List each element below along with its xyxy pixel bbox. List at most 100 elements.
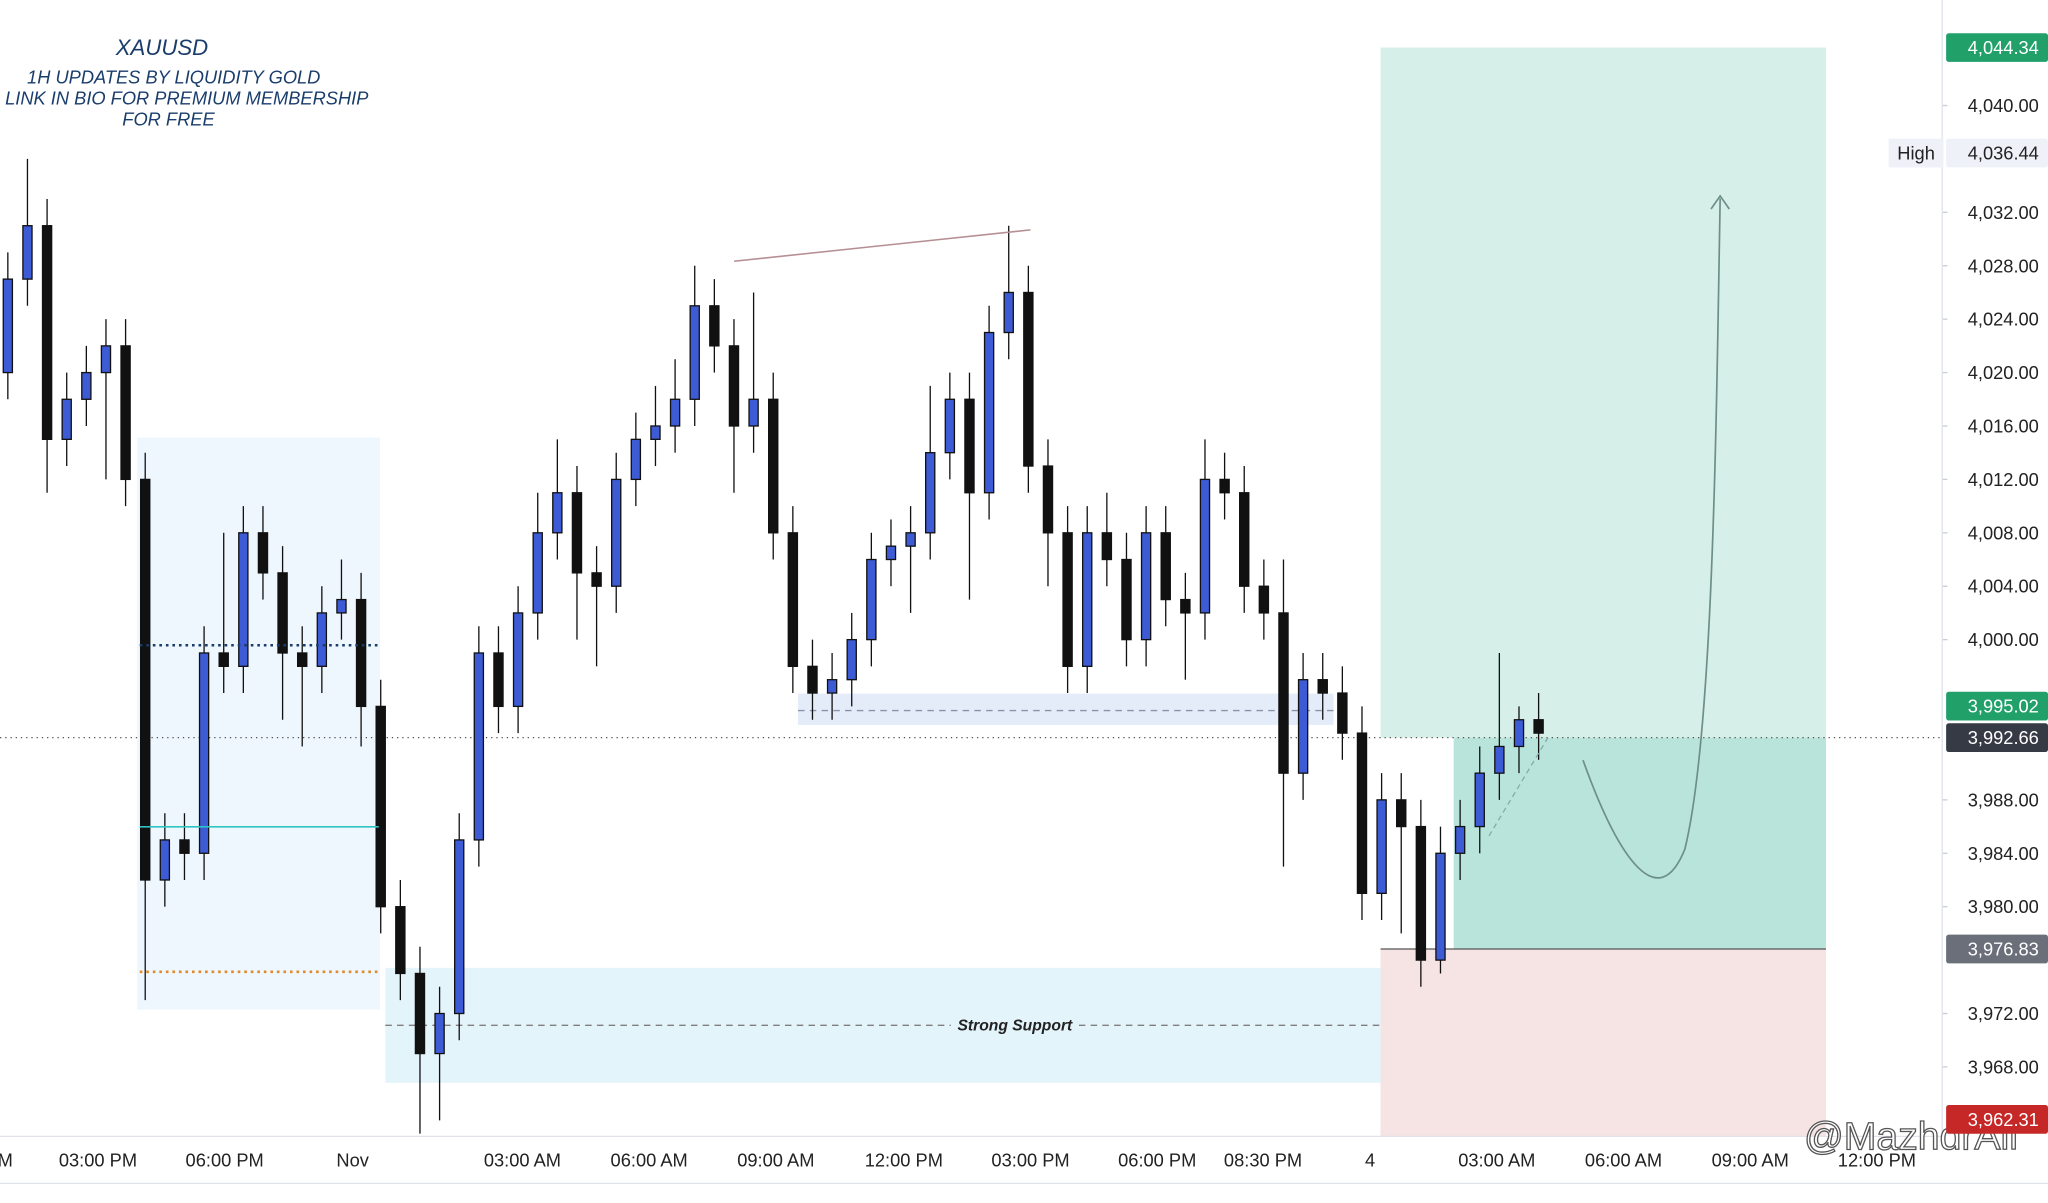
volume-profile-zone	[137, 437, 381, 1010]
candle-body	[1376, 799, 1387, 894]
subtitle: 1H UPDATES BY LIQUIDITY GOLD	[27, 67, 320, 88]
candle-body	[198, 652, 210, 854]
target-zone	[1380, 47, 1826, 738]
candle-body	[787, 532, 799, 667]
subtitle: LINK IN BIO FOR PREMIUM MEMBERSHIP	[5, 88, 369, 109]
candle-body	[81, 371, 92, 400]
candle-body	[1356, 732, 1368, 894]
x-tick-label: 06:00 PM	[186, 1149, 264, 1170]
candle-body	[1042, 465, 1054, 534]
candle-body	[689, 305, 700, 400]
price-tag-name: High	[1897, 143, 1935, 164]
candle-body	[414, 972, 426, 1055]
y-tick-label: 3,980.00	[1968, 896, 2039, 917]
x-tick-label: 03:00 AM	[484, 1149, 561, 1170]
arrow-head	[1710, 194, 1731, 210]
candle-body	[139, 478, 151, 881]
price-tag-label: 3,995.02	[1968, 696, 2039, 717]
candle-body	[1474, 772, 1485, 828]
price-tag-name-bg	[1888, 138, 1944, 168]
candle-body	[826, 679, 838, 694]
candle-body	[1513, 719, 1525, 748]
candle-body	[1062, 532, 1073, 667]
x-tick-label: Nov	[336, 1149, 369, 1170]
candle-body	[630, 438, 642, 481]
candle-body	[1533, 719, 1544, 734]
candle-body	[885, 545, 897, 561]
price-tag	[1946, 934, 2048, 964]
candle-body	[1219, 478, 1230, 494]
candle-body	[1003, 291, 1014, 334]
position	[1380, 47, 1826, 1137]
candle-body	[768, 398, 779, 534]
candle-body	[905, 532, 916, 547]
x-tick-label: 09:00 AM	[737, 1149, 814, 1170]
title: XAUUSD	[115, 35, 208, 60]
projection-arrow	[1582, 198, 1722, 879]
candle-body	[1101, 532, 1113, 561]
price-tag	[1946, 723, 2048, 753]
candle-body	[1494, 745, 1505, 774]
candle-body	[1435, 852, 1446, 961]
candle-body	[1199, 478, 1211, 614]
candle-body	[669, 398, 681, 427]
candle-body	[964, 398, 975, 494]
candle-body	[1140, 532, 1152, 641]
candle-body	[866, 558, 877, 641]
grid	[0, 104, 1948, 1068]
candle-body	[277, 572, 288, 654]
candles	[2, 158, 1544, 1134]
candle-body	[1180, 598, 1191, 614]
candle-body	[1278, 612, 1289, 774]
candle-body	[1023, 291, 1034, 467]
price-tag-label: 3,976.83	[1968, 939, 2039, 960]
candle-body	[512, 612, 524, 708]
price-tag	[1946, 33, 2048, 62]
candle-body	[1082, 532, 1093, 667]
trendline	[733, 229, 1031, 263]
y-tick-label: 4,004.00	[1968, 576, 2039, 597]
candle-body	[100, 345, 112, 374]
candle-body	[1317, 679, 1328, 694]
candle-body	[846, 638, 857, 681]
candle-body	[532, 532, 543, 614]
candle-body	[610, 478, 622, 587]
price-tag	[1946, 1105, 2048, 1134]
y-tick-label: 3,968.00	[1968, 1056, 2039, 1077]
candle-body	[120, 345, 131, 481]
candle-body	[1239, 492, 1250, 587]
profit-zone	[1453, 737, 1826, 950]
price-tag-label: 3,962.31	[1968, 1109, 2039, 1130]
price-tag	[1946, 138, 2048, 168]
x-tick-label: 12:00 PM	[1838, 1149, 1916, 1170]
demand-zone	[798, 693, 1334, 725]
annotation-bg	[950, 1013, 1079, 1036]
x-tick-label: 08:30 PM	[1224, 1149, 1302, 1170]
candle-body	[355, 598, 367, 708]
candle-body	[1415, 825, 1427, 961]
y-tick-label: 4,028.00	[1968, 255, 2039, 276]
candle-body	[709, 305, 720, 347]
candle-body	[2, 278, 14, 374]
candle-body	[1258, 585, 1270, 614]
price-tag-label: 4,036.44	[1968, 143, 2039, 164]
candle-body	[453, 839, 465, 1015]
candle-body	[983, 331, 995, 494]
candle-body	[807, 665, 818, 694]
y-tick-label: 4,008.00	[1968, 522, 2039, 543]
candle-body	[316, 612, 328, 667]
x-tick-label: M	[0, 1149, 13, 1170]
y-tick-label: 4,024.00	[1968, 309, 2039, 330]
x-tick-label: 06:00 AM	[1585, 1149, 1662, 1170]
y-tick-label: 3,984.00	[1968, 843, 2039, 864]
candle-body	[944, 398, 956, 454]
y-tick-label: 3,972.00	[1968, 1003, 2039, 1024]
candle-body	[336, 598, 347, 614]
candle-body	[238, 532, 249, 667]
y-tick-label: 4,016.00	[1968, 416, 2039, 437]
y-tick-label: 4,020.00	[1968, 362, 2039, 383]
candle-body	[395, 906, 406, 975]
candle-body	[650, 425, 661, 440]
candle-body	[1297, 679, 1309, 774]
candle-body	[434, 1012, 445, 1055]
